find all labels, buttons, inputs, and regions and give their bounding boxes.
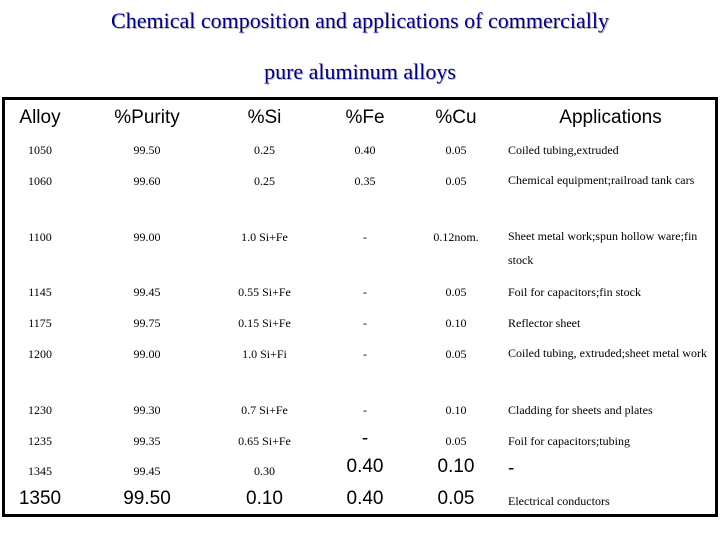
- cell-applications: Foil for capacitors;fin stock: [508, 285, 641, 299]
- cell-si: 1.0 Si+Fi: [242, 347, 287, 361]
- cell-applications: Cladding for sheets and plates: [508, 403, 653, 417]
- header-applications: Applications: [559, 107, 662, 128]
- cell-si: 0.25: [254, 143, 275, 157]
- cell-si: 0.65 Si+Fe: [238, 434, 291, 448]
- cell-purity: 99.50: [133, 143, 161, 157]
- cell-si: 0.30: [254, 464, 275, 478]
- cell-applications: Chemical equipment;railroad tank cars: [508, 173, 695, 187]
- cell-si: 0.55 Si+Fe: [238, 285, 291, 299]
- cell-fe: 0.40: [346, 456, 384, 477]
- cell-cu: 0.10: [445, 403, 467, 417]
- cell-fe: 0.35: [354, 174, 376, 188]
- cell-purity: 99.35: [133, 434, 161, 448]
- cell-si: 0.25: [254, 174, 275, 188]
- cell-cu: 0.05: [445, 285, 467, 299]
- cell-fe: -: [363, 316, 367, 330]
- cell-fe: -: [361, 428, 369, 449]
- header-alloy: Alloy: [19, 107, 61, 128]
- header-purity: %Purity: [114, 107, 180, 128]
- cell-alloy: 1145: [28, 285, 52, 299]
- slide-title-line-2: pure aluminum alloys: [264, 59, 456, 84]
- cell-fe: -: [363, 285, 367, 299]
- cell-fe: 0.40: [346, 488, 384, 509]
- cell-applications: -: [508, 458, 515, 479]
- cell-alloy: 1175: [28, 316, 52, 330]
- cell-applications: Coiled tubing,extruded: [508, 143, 619, 157]
- cell-purity: 99.60: [133, 174, 161, 188]
- cell-applications: Reflector sheet: [508, 316, 581, 330]
- cell-fe: -: [363, 230, 367, 244]
- cell-applications: Electrical conductors: [508, 494, 610, 508]
- cell-cu: 0.05: [437, 488, 475, 509]
- cell-si: 0.7 Si+Fe: [241, 403, 288, 417]
- cell-purity: 99.50: [123, 488, 171, 509]
- cell-alloy: 1200: [28, 347, 52, 361]
- cell-alloy: 1235: [28, 434, 52, 448]
- cell-alloy: 1345: [28, 464, 52, 478]
- header-si: %Si: [247, 107, 282, 128]
- cell-cu: 0.10: [437, 456, 475, 477]
- cell-fe: -: [363, 347, 367, 361]
- cell-alloy: 1100: [28, 230, 52, 244]
- cell-purity: 99.45: [133, 285, 161, 299]
- cell-si: 0.10: [246, 488, 283, 509]
- cell-cu: 0.05: [445, 434, 467, 448]
- header-cu: %Cu: [435, 107, 477, 128]
- cell-alloy: 1050: [28, 143, 52, 157]
- header-fe: %Fe: [345, 107, 385, 128]
- table-header-row: Alloy %Purity %Si %Fe %Cu Applications: [5, 100, 715, 134]
- cell-applications: Coiled tubing, extruded;sheet metal work: [508, 346, 707, 360]
- cell-cu: 0.05: [445, 347, 467, 361]
- cell-purity: 99.30: [133, 403, 161, 417]
- cell-si: 1.0 Si+Fe: [241, 230, 288, 244]
- cell-cu: 0.10: [445, 316, 467, 330]
- alloy-table: Alloy %Purity %Si %Fe %Cu Applications 1…: [2, 97, 718, 517]
- cell-alloy: 1230: [28, 403, 52, 417]
- cell-purity: 99.45: [133, 464, 161, 478]
- slide-title-line-1: Chemical composition and applications of…: [111, 8, 609, 33]
- cell-applications: Foil for capacitors;tubing: [508, 434, 630, 448]
- cell-alloy: 1060: [28, 174, 52, 188]
- cell-fe: 0.40: [354, 143, 376, 157]
- cell-cu: 0.05: [445, 174, 467, 188]
- cell-si: 0.15 Si+Fe: [238, 316, 291, 330]
- cell-cu: 0.12nom.: [433, 230, 479, 244]
- cell-cu: 0.05: [445, 143, 467, 157]
- cell-purity: 99.75: [133, 316, 161, 330]
- cell-applications: Sheet metal work;spun hollow ware;fin st…: [508, 229, 698, 267]
- cell-alloy: 1350: [18, 488, 62, 509]
- cell-fe: -: [363, 403, 367, 417]
- cell-purity: 99.00: [133, 347, 161, 361]
- cell-purity: 99.00: [133, 230, 161, 244]
